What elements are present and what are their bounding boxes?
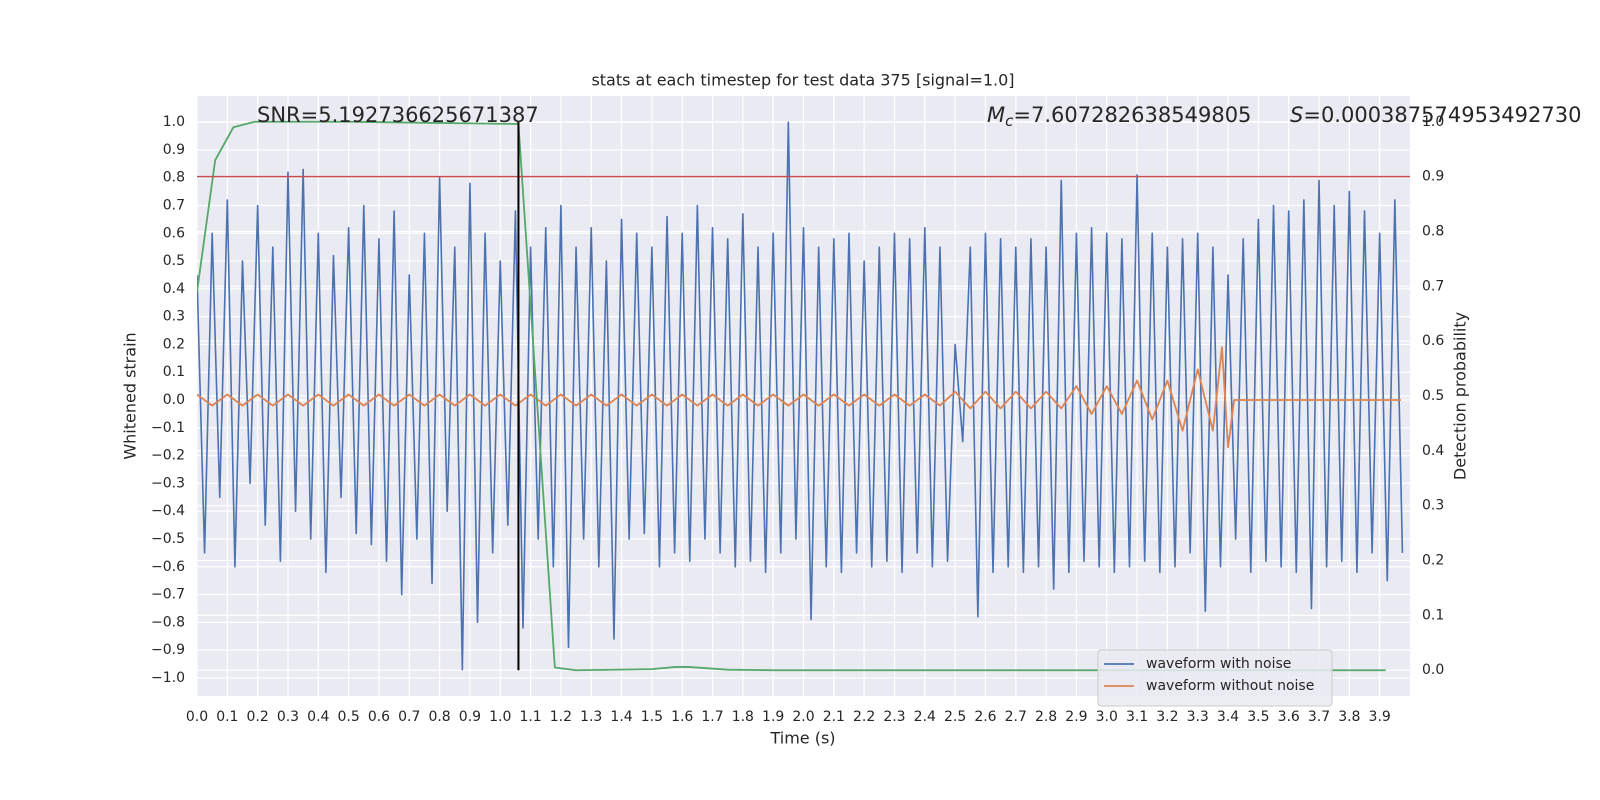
y-axis-label: Whitened strain: [121, 332, 140, 459]
x-tick-label: 2.3: [883, 709, 905, 725]
y2-tick-label: 0.2: [1422, 553, 1444, 569]
y-tick-label: −0.7: [151, 587, 185, 603]
x-tick-label: 3.5: [1247, 709, 1269, 725]
y-tick-label: −0.1: [151, 420, 185, 436]
x-tick-label: 0.1: [216, 709, 238, 725]
x-tick-label: 0.5: [337, 709, 359, 725]
x-tick-label: 1.0: [489, 709, 511, 725]
annotation-symbol: M: [987, 103, 1005, 127]
x-tick-label: 3.2: [1156, 709, 1178, 725]
y-tick-label: 0.9: [163, 142, 185, 158]
y-tick-label: −0.4: [151, 503, 185, 519]
x-tick-label: 3.9: [1369, 709, 1391, 725]
y-tick-label: 0.0: [163, 392, 185, 408]
ticks: 0.0 0.1 0.2 0.3 0.4 0.5 0.6 0.7 0.8 0.9 1.0 1.1 1.2 1…: [151, 114, 1444, 725]
x-axis-label: Time (s): [769, 729, 835, 748]
y2-tick-label: 0.1: [1422, 607, 1444, 623]
x-tick-label: 2.4: [914, 709, 936, 725]
annotation-text: =7.607282638549805: [1013, 103, 1251, 127]
annotation: Mc=7.607282638549805: [987, 103, 1251, 130]
grid: [196, 96, 1410, 696]
x-tick-label: 2.1: [823, 709, 845, 725]
x-tick-label: 1.5: [641, 709, 663, 725]
x-tick-label: 2.6: [974, 709, 996, 725]
x-tick-label: 0.9: [459, 709, 481, 725]
y-tick-label: −0.9: [151, 642, 185, 658]
y-tick-label: 0.8: [163, 170, 185, 186]
x-tick-label: 1.8: [732, 709, 754, 725]
annotation-text: SNR=5.192736625671387: [257, 103, 539, 127]
legend: waveform with noise waveform without nois…: [1097, 649, 1333, 707]
x-tick-label: 2.5: [944, 709, 966, 725]
x-tick-label: 0.4: [307, 709, 329, 725]
y-tick-label: 0.1: [163, 364, 185, 380]
y-tick-label: 0.5: [163, 253, 185, 269]
x-tick-label: 1.2: [550, 709, 572, 725]
y2-tick-label: 0.0: [1422, 662, 1444, 678]
x-tick-label: 0.6: [368, 709, 390, 725]
y-tick-label: −0.5: [151, 531, 185, 547]
x-tick-label: 2.0: [792, 709, 814, 725]
x-tick-label: 0.0: [186, 709, 208, 725]
x-tick-label: 3.4: [1217, 709, 1239, 725]
x-tick-label: 2.9: [1065, 709, 1087, 725]
x-tick-label: 0.7: [398, 709, 420, 725]
x-tick-label: 3.3: [1187, 709, 1209, 725]
y2-tick-label: 0.8: [1422, 223, 1444, 239]
annotation: SNR=5.192736625671387: [257, 103, 539, 127]
series-line: [197, 346, 1401, 449]
x-tick-label: 0.2: [247, 709, 269, 725]
x-tick-label: 2.8: [1035, 709, 1057, 725]
y-tick-label: 0.2: [163, 336, 185, 352]
x-tick-label: 3.1: [1126, 709, 1148, 725]
x-tick-label: 2.2: [853, 709, 875, 725]
annotation-subscript: c: [1005, 112, 1014, 130]
x-tick-label: 1.6: [671, 709, 693, 725]
y2-tick-label: 0.3: [1422, 498, 1444, 514]
series-line: [197, 120, 1386, 672]
y-tick-label: 0.3: [163, 309, 185, 325]
legend-label: waveform without noise: [1146, 678, 1314, 694]
marks: [197, 120, 1410, 672]
annotations: SNR=5.192736625671387 Mc=7.60728263854980…: [257, 103, 1581, 130]
x-tick-label: 2.7: [1005, 709, 1027, 725]
annotation-text: =0.000387574953492730: [1303, 103, 1581, 127]
y2-tick-label: 0.6: [1422, 333, 1444, 349]
y-tick-label: −0.3: [151, 475, 185, 491]
x-tick-label: 3.6: [1278, 709, 1300, 725]
y-tick-label: 0.6: [163, 225, 185, 241]
y-tick-label: −0.8: [151, 614, 185, 630]
x-tick-label: 3.0: [1096, 709, 1118, 725]
x-tick-label: 1.9: [762, 709, 784, 725]
x-tick-label: 1.1: [519, 709, 541, 725]
y2-tick-label: 0.9: [1422, 169, 1444, 185]
legend-box: [1097, 649, 1333, 707]
y-tick-label: 1.0: [163, 114, 185, 130]
y-tick-label: −0.2: [151, 448, 185, 464]
x-tick-label: 1.4: [610, 709, 632, 725]
x-tick-label: 1.7: [701, 709, 723, 725]
x-tick-label: 3.7: [1308, 709, 1330, 725]
y2-tick-label: 0.7: [1422, 278, 1444, 294]
x-tick-label: 1.3: [580, 709, 602, 725]
y-tick-label: 0.7: [163, 197, 185, 213]
annotation: S=0.000387574953492730: [1290, 103, 1581, 127]
y2-tick-label: 0.4: [1422, 443, 1444, 459]
y-tick-label: −1.0: [151, 670, 185, 686]
legend-label: waveform with noise: [1146, 656, 1291, 672]
x-tick-label: 0.3: [277, 709, 299, 725]
chart-title: stats at each timestep for test data 375…: [591, 71, 1014, 90]
y2-axis-label: Detection probability: [1451, 312, 1470, 480]
y-tick-label: −0.6: [151, 559, 185, 575]
y2-tick-label: 1.0: [1422, 114, 1444, 130]
x-tick-label: 3.8: [1338, 709, 1360, 725]
x-tick-label: 0.8: [428, 709, 450, 725]
y-tick-label: 0.4: [163, 281, 185, 297]
annotation-symbol: S: [1290, 103, 1303, 127]
y2-tick-label: 0.5: [1422, 388, 1444, 404]
